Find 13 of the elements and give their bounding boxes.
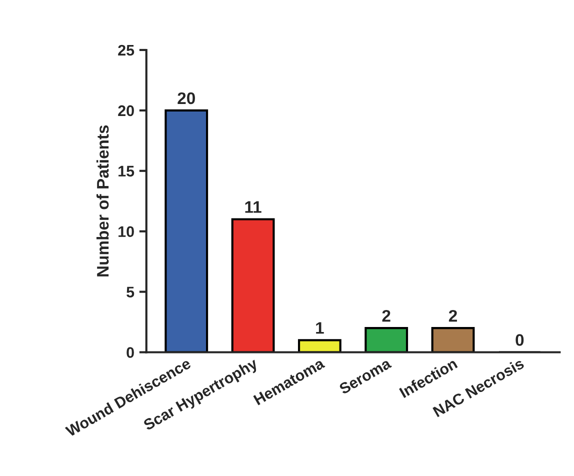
y-tick-label: 20 <box>118 105 134 116</box>
y-tick-label: 15 <box>118 166 134 177</box>
data-label: 1 <box>316 322 324 334</box>
y-tick-label: 5 <box>126 286 134 298</box>
y-tick-label: 0 <box>126 347 134 358</box>
y-tick-label: 10 <box>118 226 134 238</box>
y-axis-title: Number of Patients <box>96 125 109 276</box>
y-tick-label: 25 <box>118 44 134 56</box>
data-label: 2 <box>382 310 390 322</box>
data-label: 2 <box>448 310 457 322</box>
data-label: 0 <box>516 334 524 346</box>
data-label: 11 <box>245 201 262 213</box>
data-label: 20 <box>178 92 195 104</box>
